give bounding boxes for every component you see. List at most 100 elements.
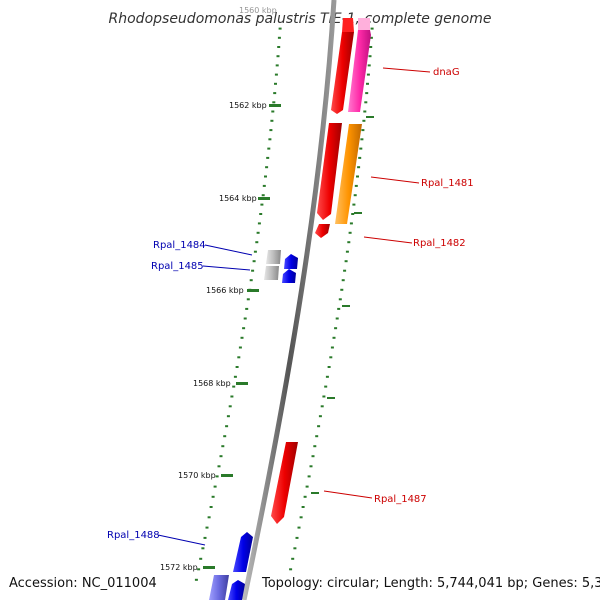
minor-tick (352, 203, 356, 206)
minor-tick (264, 175, 267, 178)
gene-red-small[interactable] (315, 224, 330, 238)
minor-tick (365, 92, 369, 95)
minor-tick (320, 405, 324, 408)
gene-Rpal_1488[interactable] (233, 532, 253, 572)
gene-label-dnaG[interactable]: dnaG (433, 67, 460, 78)
minor-tick (367, 64, 371, 67)
minor-tick (253, 250, 257, 253)
gene-label-Rpal_1481[interactable]: Rpal_1481 (421, 178, 474, 189)
minor-tick (307, 475, 311, 478)
minor-tick (360, 138, 364, 141)
minor-tick (235, 366, 239, 368)
minor-tick (268, 138, 272, 141)
gene-Rpal_1482[interactable] (317, 123, 342, 220)
gene-label-Rpal_1482[interactable]: Rpal_1482 (413, 238, 466, 249)
minor-tick (277, 46, 281, 48)
gene-blue-lower[interactable] (228, 580, 245, 600)
minor-tick (327, 366, 331, 368)
minor-tick (363, 110, 367, 113)
gene-gray-1[interactable] (266, 250, 281, 264)
gene-red-upper[interactable] (331, 32, 354, 114)
kbp-scale: 1560 kbp 1562 kbp 1564 kbp 1566 kbp 1568… (160, 6, 281, 572)
minor-tick (215, 475, 219, 478)
minor-tick (267, 147, 271, 150)
gene-Rpal_1484[interactable] (284, 254, 298, 269)
minor-tick (364, 101, 368, 104)
minor-tick (201, 547, 205, 550)
gene-Rpal_1487[interactable] (271, 442, 298, 524)
gene-dnaG[interactable] (348, 30, 371, 112)
minor-tick (345, 250, 349, 253)
minor-tick (219, 455, 223, 458)
minor-tick (249, 279, 253, 282)
outer-major-ticks (311, 116, 374, 494)
gene-label-Rpal_1487[interactable]: Rpal_1487 (374, 494, 427, 505)
minor-tick (255, 241, 259, 244)
minor-tick (341, 279, 345, 282)
kbp-tick-1566 (247, 289, 259, 292)
minor-tick (369, 36, 373, 39)
minor-tick (238, 346, 242, 349)
gene-label-Rpal_1488[interactable]: Rpal_1488 (107, 530, 160, 541)
minor-tick (303, 495, 307, 498)
gene-purple-lower[interactable] (209, 575, 229, 600)
minor-tick (271, 110, 275, 113)
genome-title: Rhodopseudomonas palustris TIE-1, comple… (109, 11, 492, 27)
minor-tick (225, 425, 229, 428)
minor-tick (349, 222, 353, 225)
minor-tick (334, 327, 338, 330)
gene-label-Rpal_1484[interactable]: Rpal_1484 (153, 240, 206, 251)
minor-tick (274, 73, 278, 76)
minor-tick (194, 578, 198, 581)
minor-tick (252, 260, 256, 263)
minor-tick (315, 435, 319, 438)
minor-tick (237, 356, 241, 359)
minor-tick (261, 194, 265, 197)
minor-tick (269, 129, 273, 132)
minor-tick (272, 101, 276, 104)
minor-tick (361, 129, 365, 132)
kbp-tick-1562 (269, 104, 281, 107)
minor-tick (295, 536, 299, 539)
minor-tick (356, 175, 359, 178)
minor-tick (325, 375, 329, 378)
outer-tick-ring (289, 27, 374, 571)
minor-tick (257, 222, 261, 225)
minor-tick (217, 465, 221, 468)
minor-tick (340, 288, 344, 291)
kbp-label-1564: 1564 kbp (219, 194, 257, 203)
minor-tick (262, 184, 266, 187)
minor-tick (359, 147, 363, 150)
minor-tick (362, 119, 366, 122)
minor-tick (246, 298, 250, 301)
minor-tick (338, 298, 342, 301)
topology-summary: Topology: circular; Length: 5,744,041 bp… (261, 576, 600, 591)
gene-Rpal_1485[interactable] (282, 269, 296, 283)
minor-tick (259, 213, 263, 215)
minor-tick (343, 269, 347, 272)
minor-tick (251, 269, 255, 272)
gene-label-Rpal_1485[interactable]: Rpal_1485 (151, 261, 204, 272)
minor-tick (330, 346, 334, 349)
minor-tick (211, 495, 215, 498)
minor-tick (293, 547, 297, 550)
gene-gray-2[interactable] (264, 266, 279, 280)
minor-tick (276, 55, 280, 58)
minor-tick (221, 445, 225, 448)
minor-tick (347, 241, 351, 244)
gene-Rpal_1481[interactable] (335, 124, 362, 224)
minor-tick (318, 415, 322, 418)
genome-backbone (241, 0, 337, 600)
kbp-label-1562: 1562 kbp (229, 101, 267, 110)
minor-tick (278, 27, 282, 30)
minor-tick (223, 435, 227, 438)
minor-tick (274, 82, 277, 85)
minor-tick (370, 27, 374, 30)
minor-tick (335, 317, 339, 320)
kbp-tick-1564 (258, 197, 270, 200)
minor-tick (230, 395, 234, 398)
minor-tick (322, 395, 326, 398)
kbp-tick-1572 (203, 566, 215, 569)
minor-tick (344, 260, 348, 263)
